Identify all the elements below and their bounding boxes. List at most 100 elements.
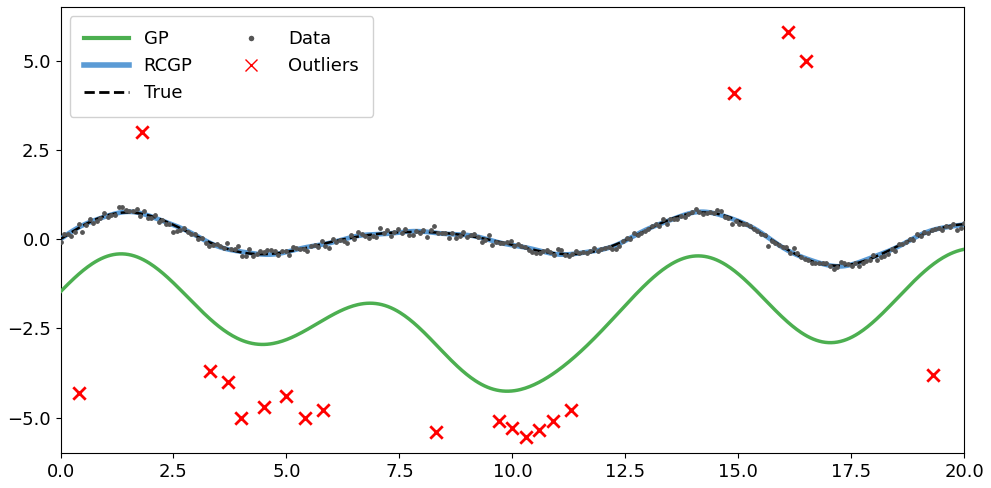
Point [434, 229, 450, 237]
Point [56, 230, 72, 238]
Point [470, 233, 486, 241]
Point [869, 256, 885, 264]
Point [491, 417, 506, 425]
Point [350, 228, 366, 236]
Point [695, 210, 711, 218]
Point [317, 242, 333, 250]
Point [524, 248, 540, 256]
Point [873, 253, 889, 261]
Point [223, 245, 239, 253]
Point [808, 259, 824, 266]
Point [579, 249, 595, 257]
Point [380, 226, 395, 234]
Point [278, 392, 294, 400]
Point [858, 257, 874, 265]
Point [590, 247, 606, 255]
Point [504, 425, 520, 432]
Point [800, 256, 816, 264]
Point [731, 220, 747, 227]
Point [583, 247, 599, 255]
Point [136, 207, 152, 215]
Point [452, 232, 468, 240]
Point [659, 220, 675, 227]
Point [648, 220, 664, 228]
Point [506, 242, 522, 250]
Point [474, 238, 490, 245]
Point [909, 230, 925, 238]
Point [935, 226, 950, 234]
Point [513, 242, 529, 250]
Point [267, 247, 282, 255]
Point [190, 235, 206, 243]
Point [847, 260, 863, 267]
Point [144, 214, 160, 222]
Point [633, 229, 649, 237]
Point [681, 210, 697, 218]
Point [771, 242, 787, 249]
Point [419, 233, 435, 241]
Point [607, 245, 623, 253]
Point [234, 252, 250, 260]
Point [518, 433, 534, 441]
Point [615, 237, 631, 245]
Point [386, 228, 402, 236]
Point [611, 242, 627, 249]
Point [956, 220, 972, 227]
Point [372, 224, 387, 232]
Point [924, 226, 939, 234]
Point [194, 234, 210, 242]
Point [891, 240, 907, 247]
Point [742, 223, 758, 230]
Point [898, 238, 914, 246]
Point [63, 232, 79, 240]
Point [168, 227, 184, 235]
Point [489, 238, 504, 246]
Point [601, 243, 616, 250]
Point [520, 246, 536, 254]
Point [415, 226, 431, 234]
Point [172, 226, 188, 234]
Point [111, 203, 127, 211]
Point [256, 403, 272, 411]
Point [315, 407, 331, 414]
Point [865, 251, 881, 259]
Point [212, 242, 228, 249]
Point [263, 246, 278, 254]
Point [67, 227, 83, 235]
Point [365, 232, 381, 240]
Point [586, 244, 602, 251]
Point [906, 236, 922, 244]
Point [125, 207, 141, 215]
Point [183, 230, 199, 238]
Point [122, 207, 138, 215]
Point [376, 229, 391, 237]
Point [70, 220, 86, 228]
Point [303, 243, 319, 250]
Point [53, 238, 68, 245]
Point [59, 230, 75, 238]
Point [412, 229, 428, 237]
Point [328, 238, 344, 245]
Point [485, 242, 500, 249]
Point [854, 259, 870, 267]
Point [158, 220, 173, 227]
Point [594, 245, 609, 253]
Point [198, 239, 214, 246]
Point [572, 249, 588, 257]
Point [670, 216, 686, 224]
Point [688, 205, 704, 213]
Point [253, 247, 269, 255]
Point [321, 244, 337, 252]
Point [187, 230, 203, 238]
Point [640, 225, 656, 233]
Point [793, 253, 809, 261]
Point [81, 215, 97, 223]
Point [832, 258, 848, 265]
Point [147, 211, 163, 219]
Point [162, 220, 177, 227]
Point [502, 237, 518, 244]
Point [651, 223, 667, 230]
Point [448, 234, 464, 242]
Point [393, 229, 409, 237]
Point [296, 414, 312, 422]
